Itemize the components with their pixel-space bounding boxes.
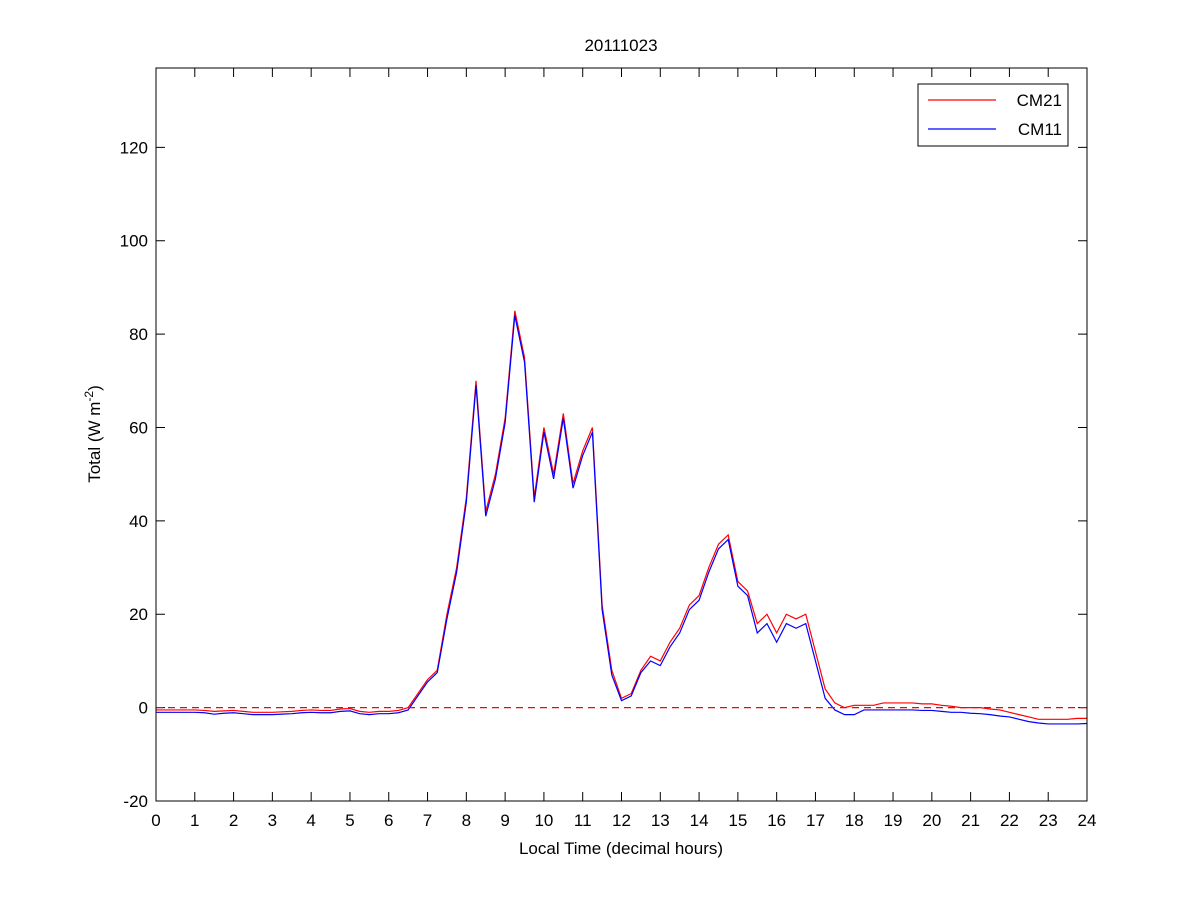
x-tick-label: 12: [612, 811, 631, 830]
y-axis-label: Total (W m-2): [82, 385, 104, 483]
x-tick-label: 11: [574, 811, 592, 830]
x-tick-label: 13: [651, 811, 670, 830]
x-tick-label: 17: [806, 811, 825, 830]
y-tick-label: 100: [120, 232, 148, 251]
x-tick-label: 15: [728, 811, 747, 830]
x-tick-label: 5: [345, 811, 354, 830]
x-tick-label: 21: [961, 811, 980, 830]
y-tick-label: 40: [129, 512, 148, 531]
x-tick-label: 18: [845, 811, 864, 830]
x-tick-label: 19: [884, 811, 903, 830]
x-tick-label: 9: [500, 811, 509, 830]
y-axis-label-suffix: ): [85, 385, 104, 391]
x-tick-label: 4: [306, 811, 315, 830]
x-tick-label: 16: [767, 811, 786, 830]
x-tick-label: 20: [922, 811, 941, 830]
chart-title: 20111023: [584, 36, 657, 55]
plot-area: [156, 68, 1087, 801]
x-tick-label: 1: [190, 811, 199, 830]
x-tick-label: 6: [384, 811, 393, 830]
y-tick-label: 0: [139, 699, 148, 718]
x-tick-label: 10: [534, 811, 553, 830]
y-tick-label: 120: [120, 138, 148, 157]
plot-frame: [155, 67, 1088, 802]
y-tick-label: 80: [129, 325, 148, 344]
legend-box: [917, 83, 1069, 147]
x-tick-label: 2: [229, 811, 238, 830]
y-axis-label-superscript: -2: [82, 391, 96, 402]
y-tick-label: -20: [123, 792, 148, 811]
x-tick-label: 23: [1039, 811, 1058, 830]
x-axis-label: Local Time (decimal hours): [519, 839, 723, 858]
x-tick-label: 22: [1000, 811, 1019, 830]
y-tick-label: 60: [129, 418, 148, 437]
series-line: [156, 315, 1088, 725]
x-tick-label: 8: [462, 811, 471, 830]
x-tick-label: 14: [690, 811, 709, 830]
y-axis-label-text: Total (W m: [85, 402, 104, 483]
series-line: [156, 310, 1087, 720]
x-tick-label: 0: [151, 811, 160, 830]
x-tick-label: 3: [268, 811, 277, 830]
x-tick-label: 7: [423, 811, 432, 830]
y-tick-label: 20: [129, 605, 148, 624]
legend-label: CM11: [1018, 120, 1062, 139]
x-tick-label: 24: [1078, 811, 1097, 830]
legend-label: CM21: [1017, 91, 1062, 110]
